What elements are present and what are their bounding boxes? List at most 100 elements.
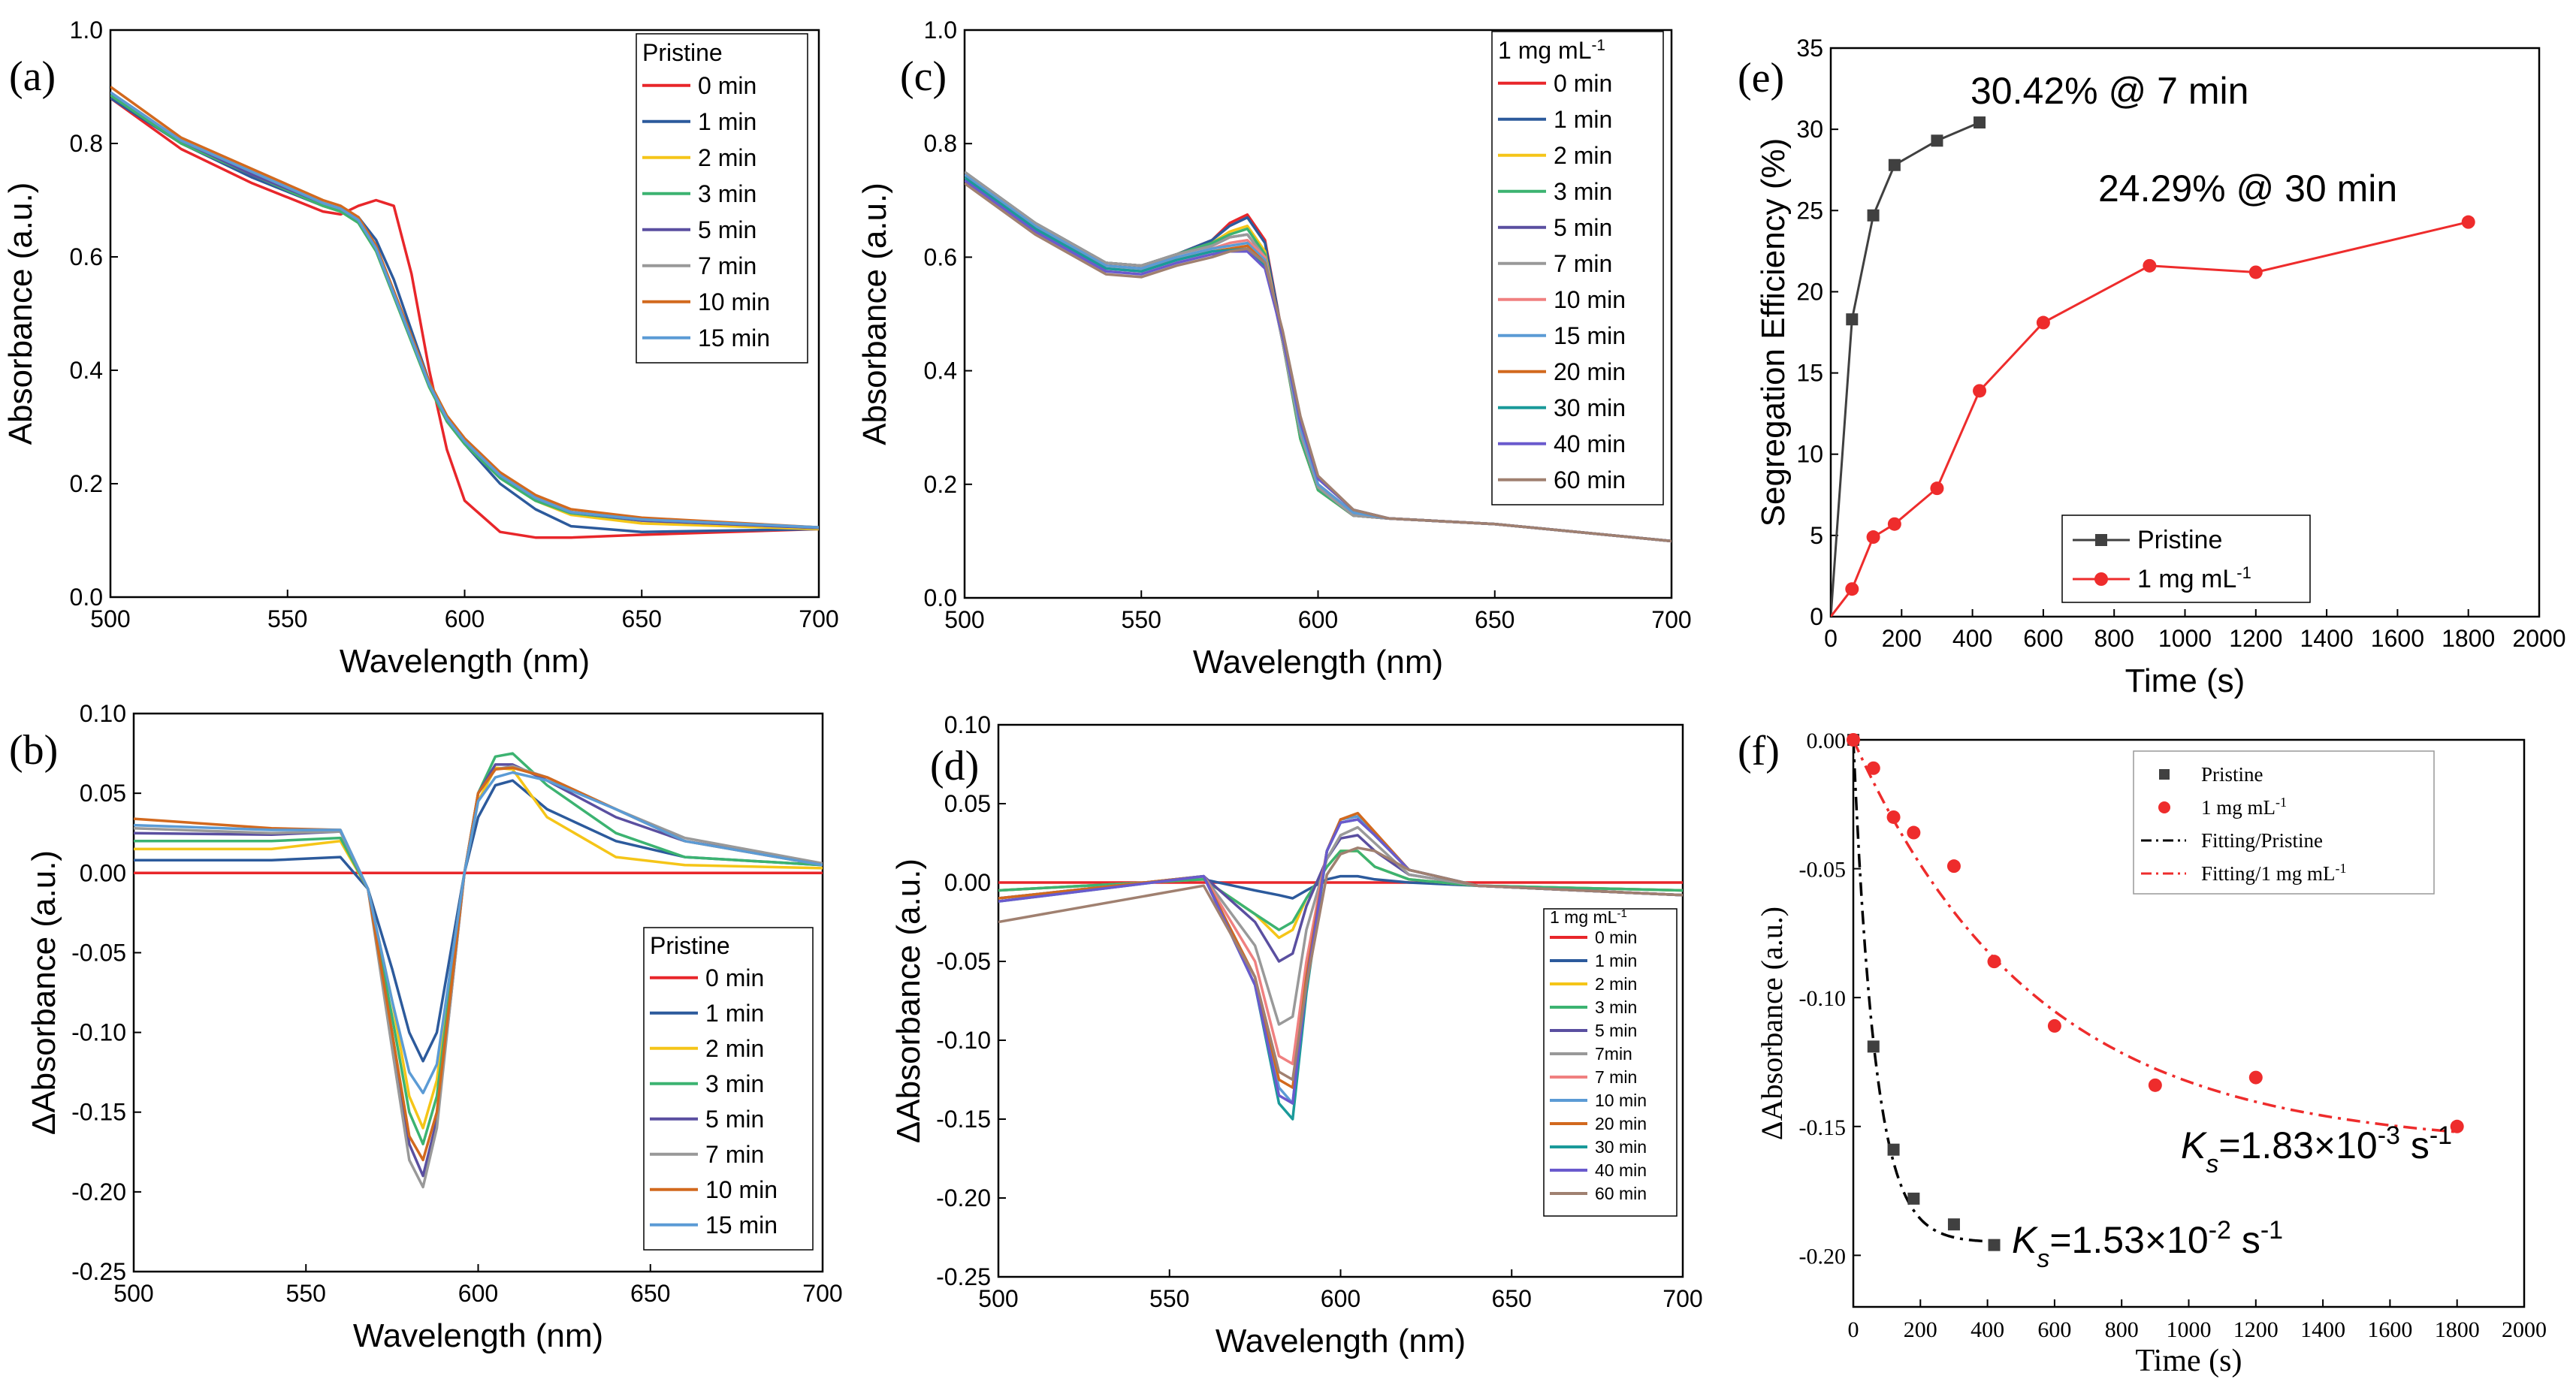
annotation: 24.29% @ 30 min bbox=[2098, 167, 2397, 210]
x-tick-label: 500 bbox=[113, 1280, 153, 1307]
y-axis-label: Absorbance (a.u.) bbox=[2, 183, 39, 445]
legend-marker bbox=[2158, 801, 2170, 813]
y-tick-label: -0.15 bbox=[71, 1099, 126, 1126]
legend-entry: 1 mg mL-1 bbox=[2201, 795, 2287, 819]
plot-area bbox=[998, 811, 1683, 1121]
y-tick-label: 0.8 bbox=[924, 130, 957, 157]
data-point bbox=[2143, 258, 2157, 273]
plot-area bbox=[965, 170, 1672, 543]
x-tick-label: 600 bbox=[2023, 625, 2063, 652]
y-tick-label: 0 bbox=[1810, 603, 1823, 630]
legend-entry: 20 min bbox=[1554, 358, 1626, 385]
data-point bbox=[1946, 859, 1961, 874]
y-tick-label: 0.00 bbox=[944, 869, 991, 896]
x-tick-label: 600 bbox=[445, 605, 485, 632]
x-axis-label: Wavelength (nm) bbox=[353, 1317, 603, 1354]
series-line bbox=[110, 91, 819, 529]
data-point bbox=[1887, 1143, 1900, 1156]
y-tick-label: -0.20 bbox=[1799, 1244, 1847, 1269]
y-tick-label: -0.05 bbox=[1799, 858, 1847, 883]
x-tick-label: 650 bbox=[622, 605, 662, 632]
panel-e: (e)0 200 400 600 800 1000 1200 1400 1600 1800 2000… bbox=[1738, 35, 2566, 699]
legend-entry: Fitting/1 mg mL-1 bbox=[2201, 861, 2347, 885]
y-tick-label: -0.10 bbox=[1799, 986, 1847, 1011]
legend-title: Pristine bbox=[650, 932, 730, 959]
panel-b: (b) 500 550 600 650 700 -0.25 -0.20 -0.15 -0.10 -0… bbox=[9, 700, 843, 1354]
legend-entry: 5 min bbox=[1595, 1021, 1637, 1040]
legend-entry: 40 min bbox=[1554, 430, 1626, 457]
x-tick-label: 650 bbox=[1475, 606, 1514, 633]
data-point bbox=[2148, 1078, 2162, 1092]
y-tick-label: -0.20 bbox=[71, 1178, 126, 1205]
x-tick-label: 1600 bbox=[2371, 625, 2424, 652]
data-point bbox=[1867, 209, 1880, 222]
x-tick-label: 200 bbox=[1904, 1317, 1937, 1342]
x-axis-label: Wavelength (nm) bbox=[1216, 1323, 1466, 1359]
legend-entry: 15 min bbox=[705, 1212, 778, 1239]
data-point bbox=[2461, 215, 2475, 229]
annotation: 30.42% @ 7 min bbox=[1971, 70, 2248, 112]
y-tick-label: -0.15 bbox=[1799, 1115, 1847, 1140]
panel-label: (b) bbox=[9, 727, 58, 774]
data-point bbox=[2047, 1018, 2061, 1033]
data-point bbox=[1845, 582, 1859, 596]
panel-c: (c) 500 550 600 650 700 0.0 0.2 0.4 0.6 0.8 1.0 Wave… bbox=[856, 17, 1692, 680]
plot-area bbox=[1831, 121, 2469, 617]
y-tick-label: -0.10 bbox=[936, 1027, 991, 1054]
legend-entry: 0 min bbox=[705, 964, 764, 991]
panel-f: (f) 0 200 400 600 800 1000 1200 1400 1600 1800 2000… bbox=[1738, 728, 2547, 1378]
data-point bbox=[1907, 825, 1921, 840]
data-point bbox=[1988, 1239, 2001, 1251]
x-tick-label: 500 bbox=[90, 605, 130, 632]
legend-entry: 2 min bbox=[705, 1035, 764, 1062]
y-axis-label: Absorbance (a.u.) bbox=[856, 183, 893, 445]
y-tick-label: 5 bbox=[1810, 522, 1823, 549]
x-tick-label: 0 bbox=[1848, 1317, 1859, 1342]
legend-marker bbox=[2094, 572, 2108, 586]
x-tick-label: 0 bbox=[1824, 625, 1838, 652]
x-tick-label: 1800 bbox=[2435, 1317, 2480, 1342]
y-tick-label: 0.0 bbox=[70, 584, 103, 611]
legend-entry: 10 min bbox=[1595, 1091, 1647, 1110]
y-tick-label: 0.05 bbox=[944, 790, 991, 817]
y-tick-label: 30 bbox=[1796, 116, 1823, 143]
legend-entry: 5 min bbox=[705, 1106, 764, 1133]
x-tick-label: 2000 bbox=[2502, 1317, 2547, 1342]
legend-entry: 2 min bbox=[698, 144, 756, 171]
x-tick-label: 1200 bbox=[2229, 625, 2282, 652]
legend-entry: 15 min bbox=[1554, 322, 1626, 349]
legend-entry: 1 mg mL-1 bbox=[2137, 563, 2251, 594]
panel-label: (e) bbox=[1738, 55, 1784, 101]
legend-entry: 7 min bbox=[705, 1141, 764, 1168]
x-axis-label: Wavelength (nm) bbox=[1193, 644, 1443, 680]
panel-a: (a) 500 550 600 650 700 0.0 0.2 0.4 0.6 0.8 1.0 Wave… bbox=[2, 17, 839, 680]
y-tick-label: 15 bbox=[1796, 360, 1823, 387]
legend-entry: 5 min bbox=[698, 216, 756, 243]
x-tick-label: 650 bbox=[1492, 1285, 1532, 1312]
x-tick-label: 550 bbox=[267, 605, 307, 632]
legend-entry: 7 min bbox=[1595, 1067, 1637, 1087]
legend-entry: 5 min bbox=[1554, 214, 1612, 241]
x-tick-label: 1000 bbox=[2167, 1317, 2212, 1342]
legend-entry: 1 min bbox=[705, 1000, 764, 1027]
y-tick-label: 20 bbox=[1796, 278, 1823, 305]
legend-entry: 15 min bbox=[698, 324, 770, 352]
y-axis-label: ΔAbsorbance (a.u.) bbox=[890, 858, 927, 1143]
legend-entry: 60 min bbox=[1554, 466, 1626, 493]
legend-entry: 3 min bbox=[1595, 997, 1637, 1017]
data-point bbox=[1867, 1040, 1880, 1053]
x-tick-label: 500 bbox=[944, 606, 984, 633]
data-point bbox=[1887, 517, 1901, 531]
plot-area bbox=[134, 752, 823, 1189]
series-line bbox=[134, 771, 823, 1094]
data-point bbox=[2248, 265, 2263, 279]
legend-entry: 1 min bbox=[698, 108, 756, 135]
legend-marker bbox=[2159, 769, 2170, 780]
legend-entry: 10 min bbox=[1554, 286, 1626, 313]
y-tick-label: -0.25 bbox=[71, 1258, 126, 1285]
x-tick-label: 400 bbox=[1952, 625, 1992, 652]
x-tick-label: 400 bbox=[1971, 1317, 2004, 1342]
series-line bbox=[965, 182, 1672, 543]
panel-d: (d) 500 550 600 650 700 -0.25 -0.20 -0.15 -0.10 -0… bbox=[890, 711, 1703, 1359]
x-tick-label: 600 bbox=[458, 1280, 498, 1307]
